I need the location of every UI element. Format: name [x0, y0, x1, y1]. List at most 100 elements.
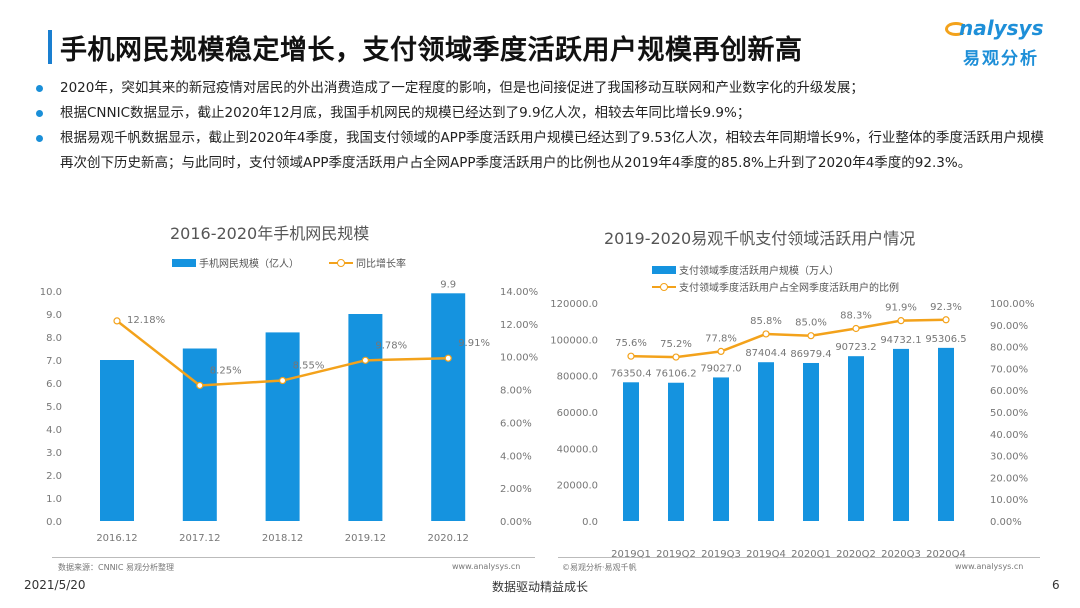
y-tick-label: 7.0	[46, 356, 62, 367]
y-tick-label: 5.0	[46, 402, 62, 413]
legend-label: 支付领域季度活跃用户占全网季度活跃用户的比例	[679, 283, 899, 294]
line-point	[627, 352, 635, 360]
line-point	[807, 332, 815, 340]
y2-tick-label: 10.00%	[990, 495, 1028, 506]
line-series	[630, 318, 947, 359]
y2-tick-label: 30.00%	[990, 452, 1028, 463]
bar-value-label: 87404.4	[745, 348, 786, 359]
bar-value-label: 86979.4	[790, 349, 831, 360]
bar	[265, 332, 300, 521]
line-point	[196, 381, 204, 390]
page-title: 手机网民规模稳定增长，支付领域季度活跃用户规模再创新高	[60, 35, 803, 66]
line-value-label: 88.3%	[840, 311, 872, 322]
bar	[893, 348, 909, 521]
bar	[713, 377, 729, 521]
bar-value-label: 94732.1	[880, 335, 921, 346]
y2-tick-label: 8.00%	[500, 386, 532, 397]
line-value-label: 85.8%	[750, 316, 782, 327]
logo-text-cn: 易观分析	[963, 49, 1039, 69]
bullet-list: 2020年，突如其来的新冠疫情对居民的外出消费造成了一定程度的影响，但是也间接促…	[34, 76, 1054, 176]
y2-tick-label: 4.00%	[500, 451, 532, 462]
line-value-label: 85.0%	[795, 318, 827, 329]
bar	[803, 362, 819, 521]
bullet-item: 根据CNNIC数据显示，截止2020年12月底，我国手机网民的规模已经达到了9.…	[34, 101, 1054, 126]
y2-tick-label: 6.00%	[500, 418, 532, 429]
y-tick-label: 60000.0	[557, 408, 598, 419]
bar-value-label: 95306.5	[925, 334, 966, 345]
title-accent-bar	[48, 30, 52, 64]
x-tick-label: 2020Q3	[881, 549, 921, 560]
legend-label: 手机网民规模（亿人）	[199, 259, 299, 270]
bar-value-label: 76350.4	[610, 368, 651, 379]
y-tick-label: 6.0	[46, 379, 62, 390]
y-tick-label: 100000.0	[550, 335, 598, 346]
x-tick-label: 2019.12	[345, 533, 386, 544]
chart2-legend-bar: 支付领域季度活跃用户规模（万人）	[652, 262, 839, 277]
bar	[758, 362, 774, 521]
y-tick-label: 120000.0	[550, 299, 598, 310]
logo-swirl-icon	[945, 22, 967, 36]
legend-line-swatch	[652, 282, 676, 291]
bar-value-label: 90723.2	[835, 342, 876, 353]
logo-text-en: nalysys	[959, 16, 1044, 40]
line-point	[897, 317, 905, 325]
y-tick-label: 40000.0	[557, 444, 598, 455]
y-tick-label: 0.0	[46, 517, 62, 528]
chart2-title: 2019-2020易观千帆支付领域活跃用户情况	[604, 229, 916, 248]
x-tick-label: 2020.12	[428, 533, 469, 544]
bullet-item: 2020年，突如其来的新冠疫情对居民的外出消费造成了一定程度的影响，但是也间接促…	[34, 76, 1054, 101]
y2-tick-label: 90.00%	[990, 321, 1028, 332]
bar-value-label: 9.9	[440, 279, 456, 290]
x-tick-label: 2019Q2	[656, 549, 696, 560]
line-point	[444, 354, 452, 362]
chart1-legend: 手机网民规模（亿人） 同比增长率	[172, 255, 406, 270]
y2-tick-label: 80.00%	[990, 343, 1028, 354]
chart1-title: 2016-2020年手机网民规模	[170, 224, 370, 243]
bar	[668, 382, 684, 521]
bar-value-label: 8.2	[275, 318, 291, 329]
legend-bar-swatch	[652, 265, 676, 274]
bar-value-label: 79027.0	[700, 363, 741, 374]
x-tick-label: 2018.12	[262, 533, 303, 544]
line-value-label: 75.2%	[660, 339, 692, 350]
bar-value-label: 7.0	[109, 346, 125, 357]
y-tick-label: 3.0	[46, 448, 62, 459]
line-value-label: 75.6%	[615, 338, 647, 349]
bar	[100, 360, 134, 521]
line-point	[113, 317, 121, 325]
y2-tick-label: 50.00%	[990, 408, 1028, 419]
line-value-label: 8.25%	[210, 365, 242, 376]
y-tick-label: 0.0	[582, 517, 598, 528]
y2-tick-label: 40.00%	[990, 430, 1028, 441]
line-point	[279, 376, 287, 385]
x-tick-label: 2019Q1	[611, 549, 651, 560]
legend-label: 支付领域季度活跃用户规模（万人）	[679, 266, 839, 277]
y2-tick-label: 0.00%	[990, 517, 1022, 528]
bar-value-label: 7.5	[192, 335, 208, 346]
legend-line-swatch	[329, 258, 353, 267]
y-tick-label: 10.0	[40, 287, 62, 298]
bar-value-label: 9.0	[357, 300, 373, 311]
analysys-logo: nalysys 易观分析	[945, 16, 1065, 72]
footer-slogan: 数据驱动精益成长	[492, 580, 589, 594]
y2-tick-label: 10.00%	[500, 353, 538, 364]
y-tick-label: 2.0	[46, 471, 62, 482]
legend-label: 同比增长率	[356, 259, 406, 270]
line-value-label: 9.91%	[458, 338, 490, 349]
y-tick-label: 80000.0	[557, 372, 598, 383]
bullet-item: 根据易观千帆数据显示，截止到2020年4季度，我国支付领域的APP季度活跃用户规…	[34, 126, 1054, 176]
y-tick-label: 8.0	[46, 333, 62, 344]
footer-date: 2021/5/20	[24, 578, 86, 592]
divider	[52, 557, 535, 558]
line-value-label: 8.55%	[293, 361, 325, 372]
x-tick-label: 2019Q4	[746, 549, 786, 560]
x-tick-label: 2019Q3	[701, 549, 741, 560]
line-value-label: 9.78%	[375, 340, 407, 351]
bar	[623, 382, 639, 521]
y-tick-label: 20000.0	[557, 481, 598, 492]
line-value-label: 12.18%	[127, 315, 165, 326]
y-tick-label: 1.0	[46, 494, 62, 505]
line-point	[852, 324, 860, 333]
bar	[938, 347, 954, 521]
